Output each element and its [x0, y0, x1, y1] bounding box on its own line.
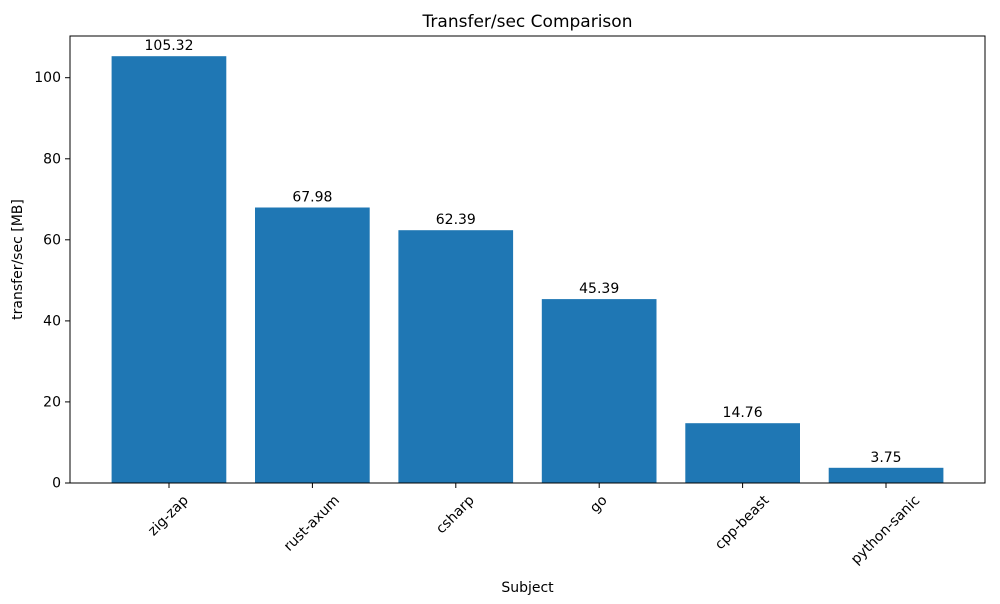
bar-rust-axum: [255, 207, 370, 483]
y-tick-label: 60: [43, 232, 61, 248]
x-tick-label-csharp: csharp: [433, 492, 478, 537]
bar-python-sanic: [828, 467, 944, 483]
y-tick-label: 100: [34, 70, 61, 86]
bar-value-label-csharp: 62.39: [436, 212, 476, 228]
x-tick-label-python-sanic: python-sanic: [848, 493, 923, 568]
bar-cpp-beast: [685, 423, 800, 483]
bar-value-label-go: 45.39: [579, 281, 619, 297]
y-axis-label: transfer/sec [MB]: [10, 199, 26, 320]
bar-value-label-zig-zap: 105.32: [145, 38, 194, 54]
chart-title: Transfer/sec Comparison: [422, 12, 633, 32]
bar-value-label-rust-axum: 67.98: [292, 190, 332, 206]
x-tick-label-zig-zap: zig-zap: [145, 492, 192, 539]
x-tick-label-cpp-beast: cpp-beast: [712, 492, 773, 553]
y-tick-label: 40: [43, 313, 61, 329]
y-tick-label: 0: [52, 475, 61, 491]
y-tick-label: 20: [43, 394, 61, 410]
x-tick-label-go: go: [587, 493, 611, 517]
bar-value-label-cpp-beast: 14.76: [723, 405, 763, 421]
bar-value-label-python-sanic: 3.75: [870, 450, 901, 466]
plot-area: 105.32 67.98 62.39 45.39 14.76 3.75 0 20 40 60 80 1…: [34, 35, 986, 568]
x-axis-label: Subject: [501, 580, 554, 596]
bar-csharp: [398, 230, 514, 483]
bar-zig-zap: [111, 56, 227, 483]
plot-border: [69, 35, 986, 484]
y-tick-label: 80: [43, 151, 61, 167]
bar-go: [541, 299, 657, 483]
x-tick-label-rust-axum: rust-axum: [281, 493, 343, 555]
